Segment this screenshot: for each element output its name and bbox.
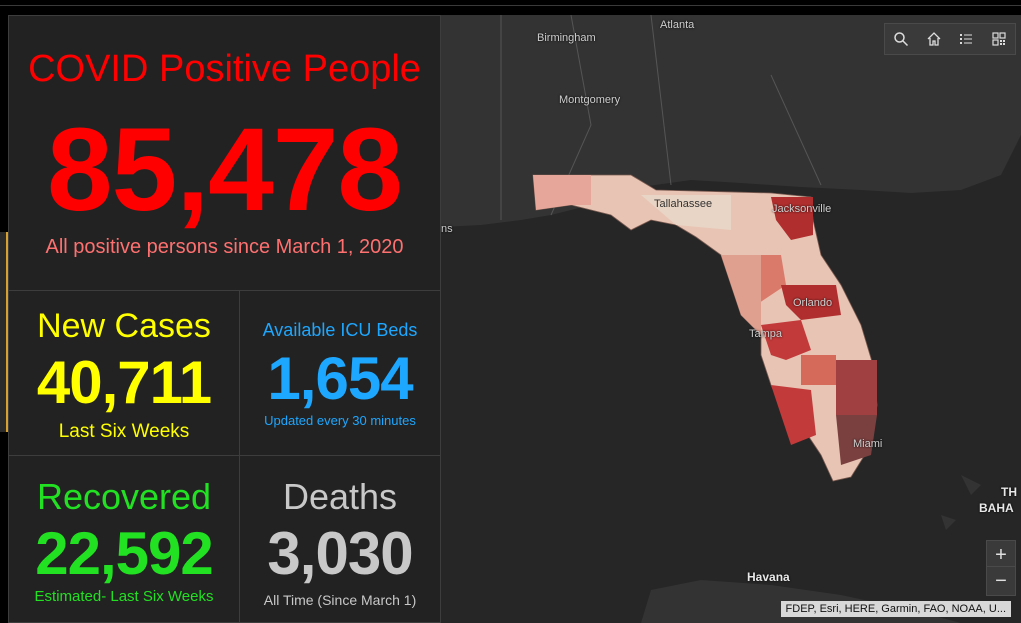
total-title: COVID Positive People [28,48,421,90]
city-jacksonville: Jacksonville [772,203,832,215]
deaths-panel: Deaths 3,030 All Time (Since March 1) [239,455,441,623]
zoom-in-button[interactable]: + [986,540,1016,570]
recovered-value: 22,592 [35,520,214,587]
city-havana: Havana [747,570,790,584]
county-region [721,255,761,335]
county-region [771,385,816,445]
list-icon[interactable] [955,28,977,50]
icu-beds-panel: Available ICU Beds 1,654 Updated every 3… [239,290,441,456]
state-borders [500,15,822,220]
new-cases-subtitle: Last Six Weeks [58,421,190,442]
county-region [781,285,841,320]
bahamas-islands [941,475,981,530]
deaths-subtitle: All Time (Since March 1) [263,592,417,608]
county-region [836,415,877,465]
county-region [761,320,811,360]
county-region [771,197,813,240]
bahamas-label-line2: BAHA [979,501,1014,515]
home-icon[interactable] [923,28,945,50]
qr-grid-icon[interactable] [988,28,1010,50]
city-montgomery: Montgomery [559,94,621,106]
recovered-subtitle: Estimated- Last Six Weeks [34,588,214,605]
county-region [641,195,731,230]
city-tampa: Tampa [749,328,783,340]
left-edge-panel [0,232,8,432]
icu-value: 1,654 [267,345,413,412]
deaths-title: Deaths [282,476,398,517]
city-orlando: Orlando [793,297,833,309]
total-positive-panel: COVID Positive People 85,478 All positiv… [8,15,441,291]
icu-title: Available ICU Beds [262,320,418,340]
city-birmingham: Birmingham [537,32,596,44]
map-attribution[interactable]: FDEP, Esri, HERE, Garmin, FAO, NOAA, U..… [780,601,1011,617]
bahamas-label-line1: TH [1001,485,1017,499]
icu-subtitle: Updated every 30 minutes [264,413,416,428]
map-toolbar [884,23,1016,55]
total-subtitle: All positive persons since March 1, 2020 [45,236,404,258]
city-tallahassee: Tallahassee [654,198,713,210]
new-cases-title: New Cases [37,307,211,345]
top-border [0,0,1021,6]
total-value: 85,478 [47,104,403,236]
new-cases-value: 40,711 [36,349,212,416]
county-region [801,355,836,385]
county-region [533,175,591,210]
city-fragment: ns [441,223,453,235]
new-cases-panel: New Cases 40,711 Last Six Weeks [8,290,240,456]
city-miami: Miami [853,438,883,450]
county-region [836,360,877,415]
map-view[interactable]: Atlanta Birmingham Montgomery Tallahasse… [441,15,1021,623]
zoom-out-button[interactable]: − [986,566,1016,596]
recovered-title: Recovered [36,476,212,517]
us-landmass [441,15,1021,227]
city-atlanta: Atlanta [660,19,695,31]
basemap [441,15,1021,623]
search-icon[interactable] [890,28,912,50]
deaths-value: 3,030 [267,520,413,587]
recovered-panel: Recovered 22,592 Estimated- Last Six Wee… [8,455,240,623]
